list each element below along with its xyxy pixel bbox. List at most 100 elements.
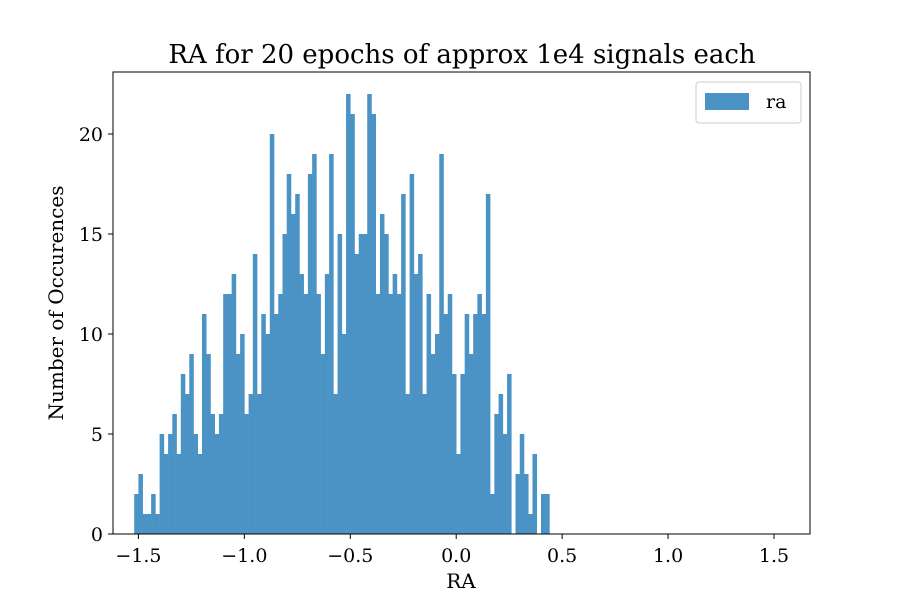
histogram-bar [197, 454, 203, 534]
histogram-bar [244, 414, 249, 534]
histogram-bar [248, 394, 254, 534]
legend-swatch-ra [705, 93, 749, 110]
histogram-bar [337, 234, 343, 534]
histogram-bar [257, 394, 262, 534]
histogram-bar [354, 254, 360, 534]
histogram-bar [163, 454, 169, 534]
histogram-bar [422, 394, 427, 534]
histogram-bar [451, 374, 457, 534]
histogram-bar [180, 374, 186, 534]
histogram-bar [460, 374, 465, 534]
histogram-bar [524, 474, 529, 534]
histogram-bar [214, 434, 220, 534]
histogram-bar [189, 354, 194, 534]
histogram-bar [456, 454, 461, 534]
x-tick-label: 0.5 [547, 545, 577, 567]
histogram-bar [206, 354, 211, 534]
histogram-bar [265, 334, 271, 534]
histogram-bar [435, 334, 440, 534]
histogram-bar [447, 294, 453, 534]
histogram-bar [401, 194, 406, 534]
histogram-bar [278, 294, 283, 534]
histogram-bar [146, 514, 152, 534]
histogram-bar [269, 134, 275, 534]
y-axis-label: Number of Occurences [44, 186, 68, 421]
histogram-bar [490, 494, 495, 534]
histogram-bar [545, 494, 550, 534]
histogram-bar [519, 434, 525, 534]
histogram-bar [286, 174, 292, 534]
histogram-bar [418, 254, 423, 534]
histogram-bar [413, 274, 419, 534]
histogram-bar [477, 294, 482, 534]
histogram-bar [307, 174, 313, 534]
histogram-bar [481, 314, 487, 534]
x-axis-ticks: −1.5 −1.0 −0.5 0.0 0.5 1.0 1.5 [115, 534, 789, 567]
histogram-bar [193, 434, 199, 534]
x-tick-label: −0.5 [327, 545, 373, 567]
histogram-bar [439, 154, 444, 534]
histogram-bar [282, 234, 288, 534]
histogram-bar [426, 294, 432, 534]
histogram-bar [299, 274, 304, 534]
histogram-bar [172, 414, 177, 534]
y-tick-label: 15 [79, 224, 103, 246]
histogram-bar [494, 414, 499, 534]
histogram-bar [142, 514, 148, 534]
histogram-bar [252, 254, 258, 534]
histogram-bar [201, 314, 207, 534]
histogram-bar [443, 314, 449, 534]
histogram-bar [341, 334, 347, 534]
x-axis-label: RA [446, 569, 476, 593]
histogram-bar [515, 474, 521, 534]
y-tick-label: 10 [79, 324, 103, 346]
histogram-bar [138, 474, 143, 534]
histogram-bar [379, 214, 385, 534]
histogram-bar [540, 494, 546, 534]
histogram-bar [358, 234, 364, 534]
y-tick-label: 0 [91, 524, 103, 546]
histogram-bar [159, 434, 165, 534]
histogram-bar [367, 94, 372, 534]
histogram-bar [320, 354, 326, 534]
chart-title: RA for 20 epochs of approx 1e4 signals e… [168, 40, 756, 70]
histogram-bar [375, 294, 381, 534]
histogram-bar [312, 154, 317, 534]
histogram-bar [218, 414, 224, 534]
histogram-bar [185, 394, 190, 534]
histogram-bar [210, 414, 215, 534]
histogram-bar [528, 514, 533, 534]
histogram-bar [303, 294, 309, 534]
histogram-bar [464, 314, 470, 534]
histogram-bar [405, 394, 410, 534]
histogram-bar [240, 334, 245, 534]
x-tick-label: 1.0 [653, 545, 683, 567]
histogram-bar [223, 294, 228, 534]
histogram-bar [392, 274, 398, 534]
histogram-bar [231, 274, 237, 534]
histogram-bar [473, 314, 478, 534]
y-axis-ticks: 0 5 10 15 20 [79, 124, 113, 546]
histogram-bar [388, 294, 393, 534]
histogram-bar [227, 294, 232, 534]
histogram-bars [134, 94, 550, 534]
legend-label-ra: ra [766, 91, 786, 113]
histogram-bar [409, 174, 415, 534]
histogram-bar [507, 374, 512, 534]
histogram-bar [324, 274, 330, 534]
plot-frame [112, 71, 811, 535]
histogram-bar [155, 514, 160, 534]
histogram-bar [134, 494, 139, 534]
y-tick-label: 5 [91, 424, 103, 446]
histogram-bar [176, 454, 182, 534]
histogram-bar [371, 114, 376, 534]
histogram-bar [396, 294, 402, 534]
histogram-bar [261, 314, 266, 534]
histogram-bar [316, 294, 321, 534]
histogram-bar [468, 354, 474, 534]
y-tick-label: 20 [79, 124, 103, 146]
histogram-bar [329, 154, 334, 534]
histogram-bar [532, 454, 538, 534]
histogram-bar [485, 194, 491, 534]
